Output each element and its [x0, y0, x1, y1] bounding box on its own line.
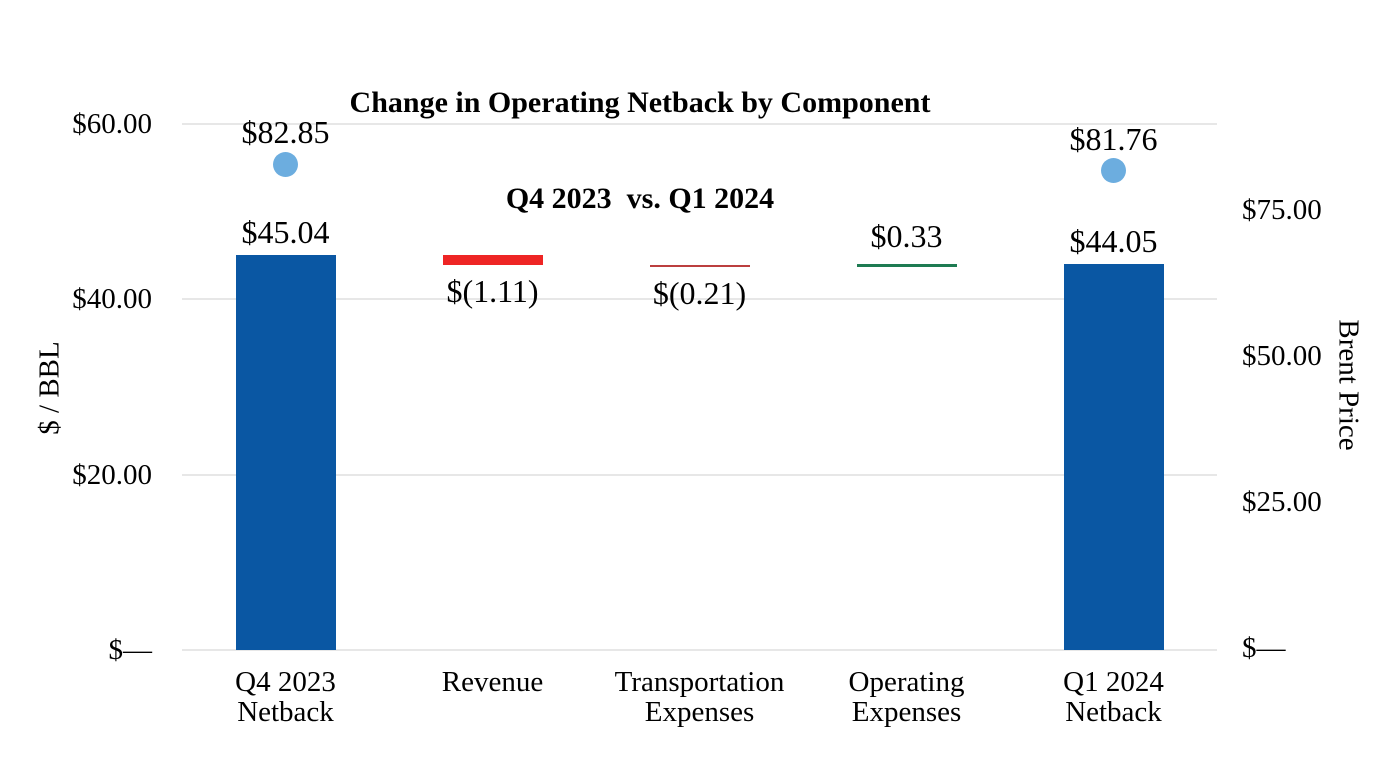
bar-value-label: $0.33	[870, 217, 943, 254]
gridline	[182, 123, 1217, 125]
gridline	[182, 298, 1217, 301]
right-axis-tick-label: $—	[1242, 632, 1286, 664]
waterfall-bar-4	[1063, 263, 1164, 650]
category-label: Q1 2024 Netback	[1063, 666, 1164, 728]
waterfall-bar-3	[856, 263, 957, 267]
chart-title-line1: Change in Operating Netback by Component	[349, 86, 931, 119]
category-label: Revenue	[441, 666, 544, 698]
left-axis-tick-label: $60.00	[72, 108, 152, 140]
bar-value-label: $(0.21)	[652, 275, 747, 312]
waterfall-bar-2	[649, 264, 750, 268]
brent-price-label: $81.76	[1069, 120, 1158, 157]
left-axis-tick-label: $—	[108, 634, 153, 666]
bar-value-label: $45.04	[241, 214, 330, 251]
chart-title: Change in Operating Netback by Component…	[140, 23, 1140, 279]
right-axis-tick-label: $25.00	[1242, 486, 1322, 518]
right-axis-tick-label: $50.00	[1242, 340, 1322, 372]
chart-title-line2: Q4 2023 vs. Q1 2024	[505, 182, 775, 215]
category-label: Transportation Expenses	[614, 666, 785, 728]
left-axis-tick-label: $40.00	[72, 283, 152, 316]
waterfall-bar-0	[235, 255, 336, 650]
right-axis-tick-label: $75.00	[1242, 194, 1322, 226]
category-label: Q4 2023 Netback	[235, 666, 336, 728]
left-axis-tick-label: $20.00	[72, 458, 152, 491]
brent-price-label: $82.85	[241, 114, 330, 151]
brent-price-marker	[273, 151, 298, 177]
brent-price-marker	[1101, 158, 1126, 184]
bar-value-label: $(1.11)	[446, 272, 539, 309]
category-label: Operating Expenses	[848, 666, 965, 728]
gridline	[182, 649, 1217, 651]
bar-value-label: $44.05	[1069, 222, 1158, 259]
waterfall-bar-1	[442, 255, 543, 265]
gridline	[182, 473, 1217, 476]
